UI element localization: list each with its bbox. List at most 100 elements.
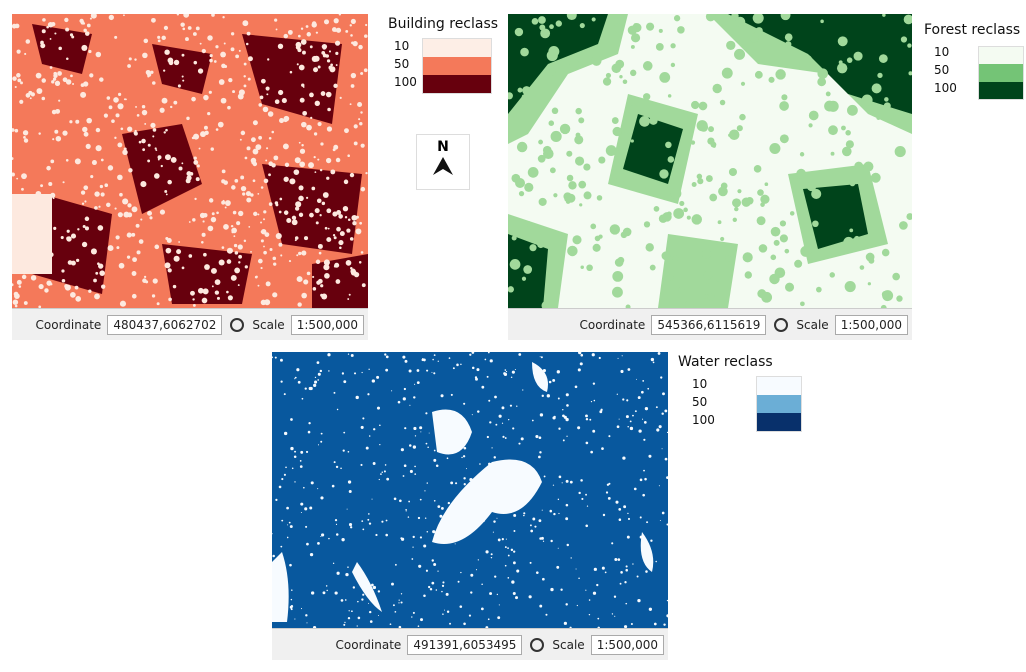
- texture: [298, 195, 304, 202]
- texture: [294, 450, 297, 453]
- map-raster: [12, 14, 368, 308]
- scale-field[interactable]: 1:500,000: [590, 634, 664, 655]
- texture: [40, 43, 46, 49]
- texture: [796, 168, 806, 179]
- texture: [400, 601, 403, 604]
- texture: [323, 259, 330, 266]
- texture: [431, 559, 434, 562]
- texture: [168, 297, 172, 302]
- texture: [585, 441, 589, 445]
- texture: [442, 613, 444, 615]
- texture: [512, 561, 516, 565]
- texture: [505, 370, 508, 373]
- texture: [719, 99, 726, 106]
- texture: [362, 593, 365, 596]
- texture: [349, 237, 354, 241]
- texture: [588, 614, 591, 616]
- legend-class: 50: [394, 57, 410, 71]
- texture: [552, 378, 556, 382]
- texture: [383, 470, 386, 473]
- texture: [376, 406, 380, 410]
- texture: [238, 89, 245, 96]
- texture: [452, 424, 454, 426]
- texture: [639, 116, 650, 127]
- texture: [841, 125, 846, 131]
- legend-class: 100: [692, 413, 715, 427]
- texture: [876, 115, 881, 120]
- texture: [881, 290, 889, 298]
- texture: [234, 178, 239, 183]
- texture: [501, 538, 504, 541]
- texture: [602, 77, 612, 86]
- mouse-icon[interactable]: [528, 636, 546, 654]
- texture: [546, 49, 558, 62]
- texture: [664, 409, 668, 413]
- texture: [62, 77, 68, 83]
- texture: [38, 132, 41, 135]
- texture: [165, 247, 172, 254]
- texture: [141, 109, 148, 116]
- texture: [717, 220, 722, 225]
- coordinate-field[interactable]: 545366,6115619: [651, 314, 767, 335]
- texture: [365, 171, 368, 175]
- texture: [120, 127, 124, 131]
- texture: [662, 392, 665, 396]
- texture: [621, 355, 623, 357]
- texture: [182, 79, 185, 82]
- texture: [260, 221, 263, 224]
- texture: [558, 512, 560, 515]
- texture: [496, 517, 498, 519]
- texture: [371, 379, 375, 383]
- texture: [365, 23, 368, 27]
- texture: [391, 390, 393, 392]
- texture: [294, 236, 299, 240]
- texture: [322, 591, 326, 595]
- texture: [40, 184, 44, 188]
- mouse-icon[interactable]: [228, 316, 246, 334]
- texture: [214, 290, 220, 295]
- texture: [306, 271, 311, 276]
- texture: [429, 588, 433, 591]
- texture: [664, 457, 668, 461]
- texture: [328, 50, 332, 53]
- texture: [507, 554, 510, 557]
- texture: [62, 130, 68, 136]
- texture: [350, 72, 357, 79]
- texture: [550, 587, 554, 592]
- texture: [33, 258, 39, 264]
- texture: [556, 370, 560, 374]
- texture: [353, 372, 357, 375]
- texture: [486, 496, 488, 499]
- texture: [608, 435, 611, 438]
- texture: [630, 622, 633, 626]
- scale-field[interactable]: 1:500,000: [834, 314, 908, 335]
- texture: [824, 100, 835, 112]
- texture: [263, 210, 267, 214]
- texture: [328, 370, 330, 372]
- texture: [458, 530, 461, 532]
- texture: [368, 368, 370, 371]
- texture: [294, 239, 297, 242]
- texture: [749, 33, 759, 43]
- texture: [594, 235, 601, 242]
- texture: [194, 197, 197, 201]
- texture: [314, 208, 320, 214]
- texture: [326, 59, 331, 63]
- texture: [618, 418, 620, 420]
- texture: [638, 429, 642, 433]
- scale-field[interactable]: 1:500,000: [290, 314, 364, 335]
- texture: [133, 131, 137, 135]
- texture: [556, 565, 560, 569]
- texture: [670, 187, 682, 200]
- texture: [474, 376, 478, 379]
- coordinate-field[interactable]: 491391,6053495: [407, 634, 523, 655]
- texture: [287, 29, 293, 35]
- texture: [635, 378, 637, 380]
- texture: [532, 517, 536, 521]
- texture: [272, 533, 273, 535]
- texture: [210, 147, 214, 151]
- mouse-icon[interactable]: [772, 316, 790, 334]
- texture: [495, 423, 498, 426]
- texture: [586, 264, 593, 272]
- coordinate-field[interactable]: 480437,6062702: [107, 314, 223, 335]
